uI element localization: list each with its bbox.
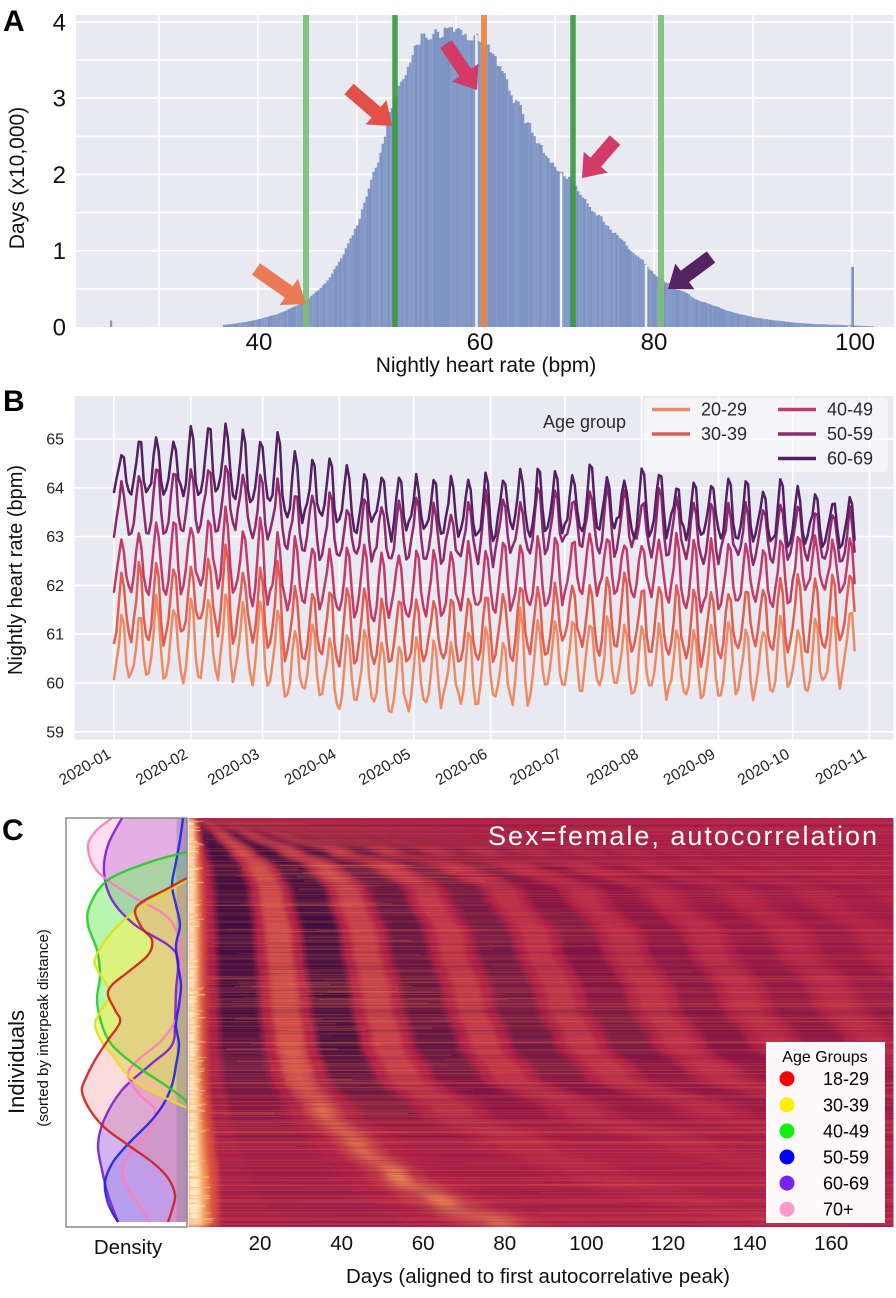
- svg-text:64: 64: [46, 480, 64, 497]
- svg-text:Nightly heart rate (bpm): Nightly heart rate (bpm): [5, 465, 27, 675]
- svg-text:80: 80: [493, 1232, 516, 1255]
- svg-text:2020-04: 2020-04: [282, 746, 340, 789]
- svg-text:60: 60: [412, 1232, 435, 1255]
- svg-text:140: 140: [732, 1232, 766, 1255]
- svg-text:2020-11: 2020-11: [813, 746, 870, 789]
- svg-text:3: 3: [53, 86, 66, 113]
- svg-text:Age Groups: Age Groups: [782, 1049, 867, 1066]
- svg-text:2020-03: 2020-03: [205, 746, 263, 789]
- svg-text:18-29: 18-29: [823, 1069, 869, 1089]
- svg-text:60-69: 60-69: [823, 1174, 869, 1194]
- svg-text:60-69: 60-69: [827, 449, 873, 469]
- svg-text:80: 80: [641, 329, 668, 356]
- svg-text:Density: Density: [94, 1236, 163, 1259]
- svg-text:40-49: 40-49: [827, 400, 873, 420]
- svg-text:70+: 70+: [823, 1200, 854, 1220]
- svg-text:4: 4: [53, 10, 66, 37]
- svg-text:A: A: [3, 5, 25, 38]
- svg-text:60: 60: [46, 676, 64, 693]
- svg-text:40: 40: [330, 1232, 353, 1255]
- svg-text:20: 20: [249, 1232, 272, 1255]
- svg-text:Age group: Age group: [543, 412, 626, 432]
- svg-text:2020-09: 2020-09: [661, 746, 719, 789]
- svg-text:2020-07: 2020-07: [507, 746, 565, 789]
- svg-text:120: 120: [651, 1232, 685, 1255]
- svg-text:40: 40: [246, 329, 273, 356]
- svg-text:2020-01: 2020-01: [56, 746, 114, 789]
- svg-text:40-49: 40-49: [823, 1121, 869, 1141]
- svg-text:Sex=female, autocorrelation: Sex=female, autocorrelation: [488, 821, 879, 851]
- svg-text:2020-08: 2020-08: [584, 746, 642, 789]
- svg-text:50-59: 50-59: [823, 1148, 869, 1168]
- svg-text:61: 61: [46, 627, 64, 644]
- svg-text:2020-05: 2020-05: [356, 746, 414, 789]
- svg-text:160: 160: [814, 1232, 848, 1255]
- svg-text:62: 62: [46, 578, 64, 595]
- svg-text:2: 2: [53, 162, 66, 189]
- svg-text:B: B: [3, 385, 25, 418]
- svg-text:Days (aligned to first autocor: Days (aligned to first autocorrelative p…: [346, 1265, 730, 1288]
- svg-text:(sorted by interpeak distance): (sorted by interpeak distance): [35, 929, 52, 1127]
- svg-text:100: 100: [569, 1232, 603, 1255]
- svg-text:Individuals: Individuals: [4, 1010, 29, 1114]
- svg-text:59: 59: [46, 724, 64, 741]
- svg-text:2020-10: 2020-10: [735, 746, 793, 789]
- svg-text:Nightly heart rate (bpm): Nightly heart rate (bpm): [376, 354, 597, 377]
- svg-text:0: 0: [53, 314, 66, 341]
- svg-text:20-29: 20-29: [701, 400, 747, 420]
- svg-text:30-39: 30-39: [701, 424, 747, 444]
- svg-text:50-59: 50-59: [827, 424, 873, 444]
- svg-text:65: 65: [46, 432, 64, 449]
- svg-text:C: C: [2, 814, 24, 847]
- svg-text:Days (x10,000): Days (x10,000): [6, 107, 29, 249]
- svg-text:2020-06: 2020-06: [433, 746, 491, 789]
- svg-text:30-39: 30-39: [823, 1095, 869, 1115]
- svg-text:63: 63: [46, 529, 64, 546]
- svg-text:60: 60: [467, 329, 494, 356]
- svg-text:100: 100: [835, 329, 875, 356]
- svg-text:1: 1: [53, 238, 66, 265]
- svg-text:2020-02: 2020-02: [133, 746, 191, 789]
